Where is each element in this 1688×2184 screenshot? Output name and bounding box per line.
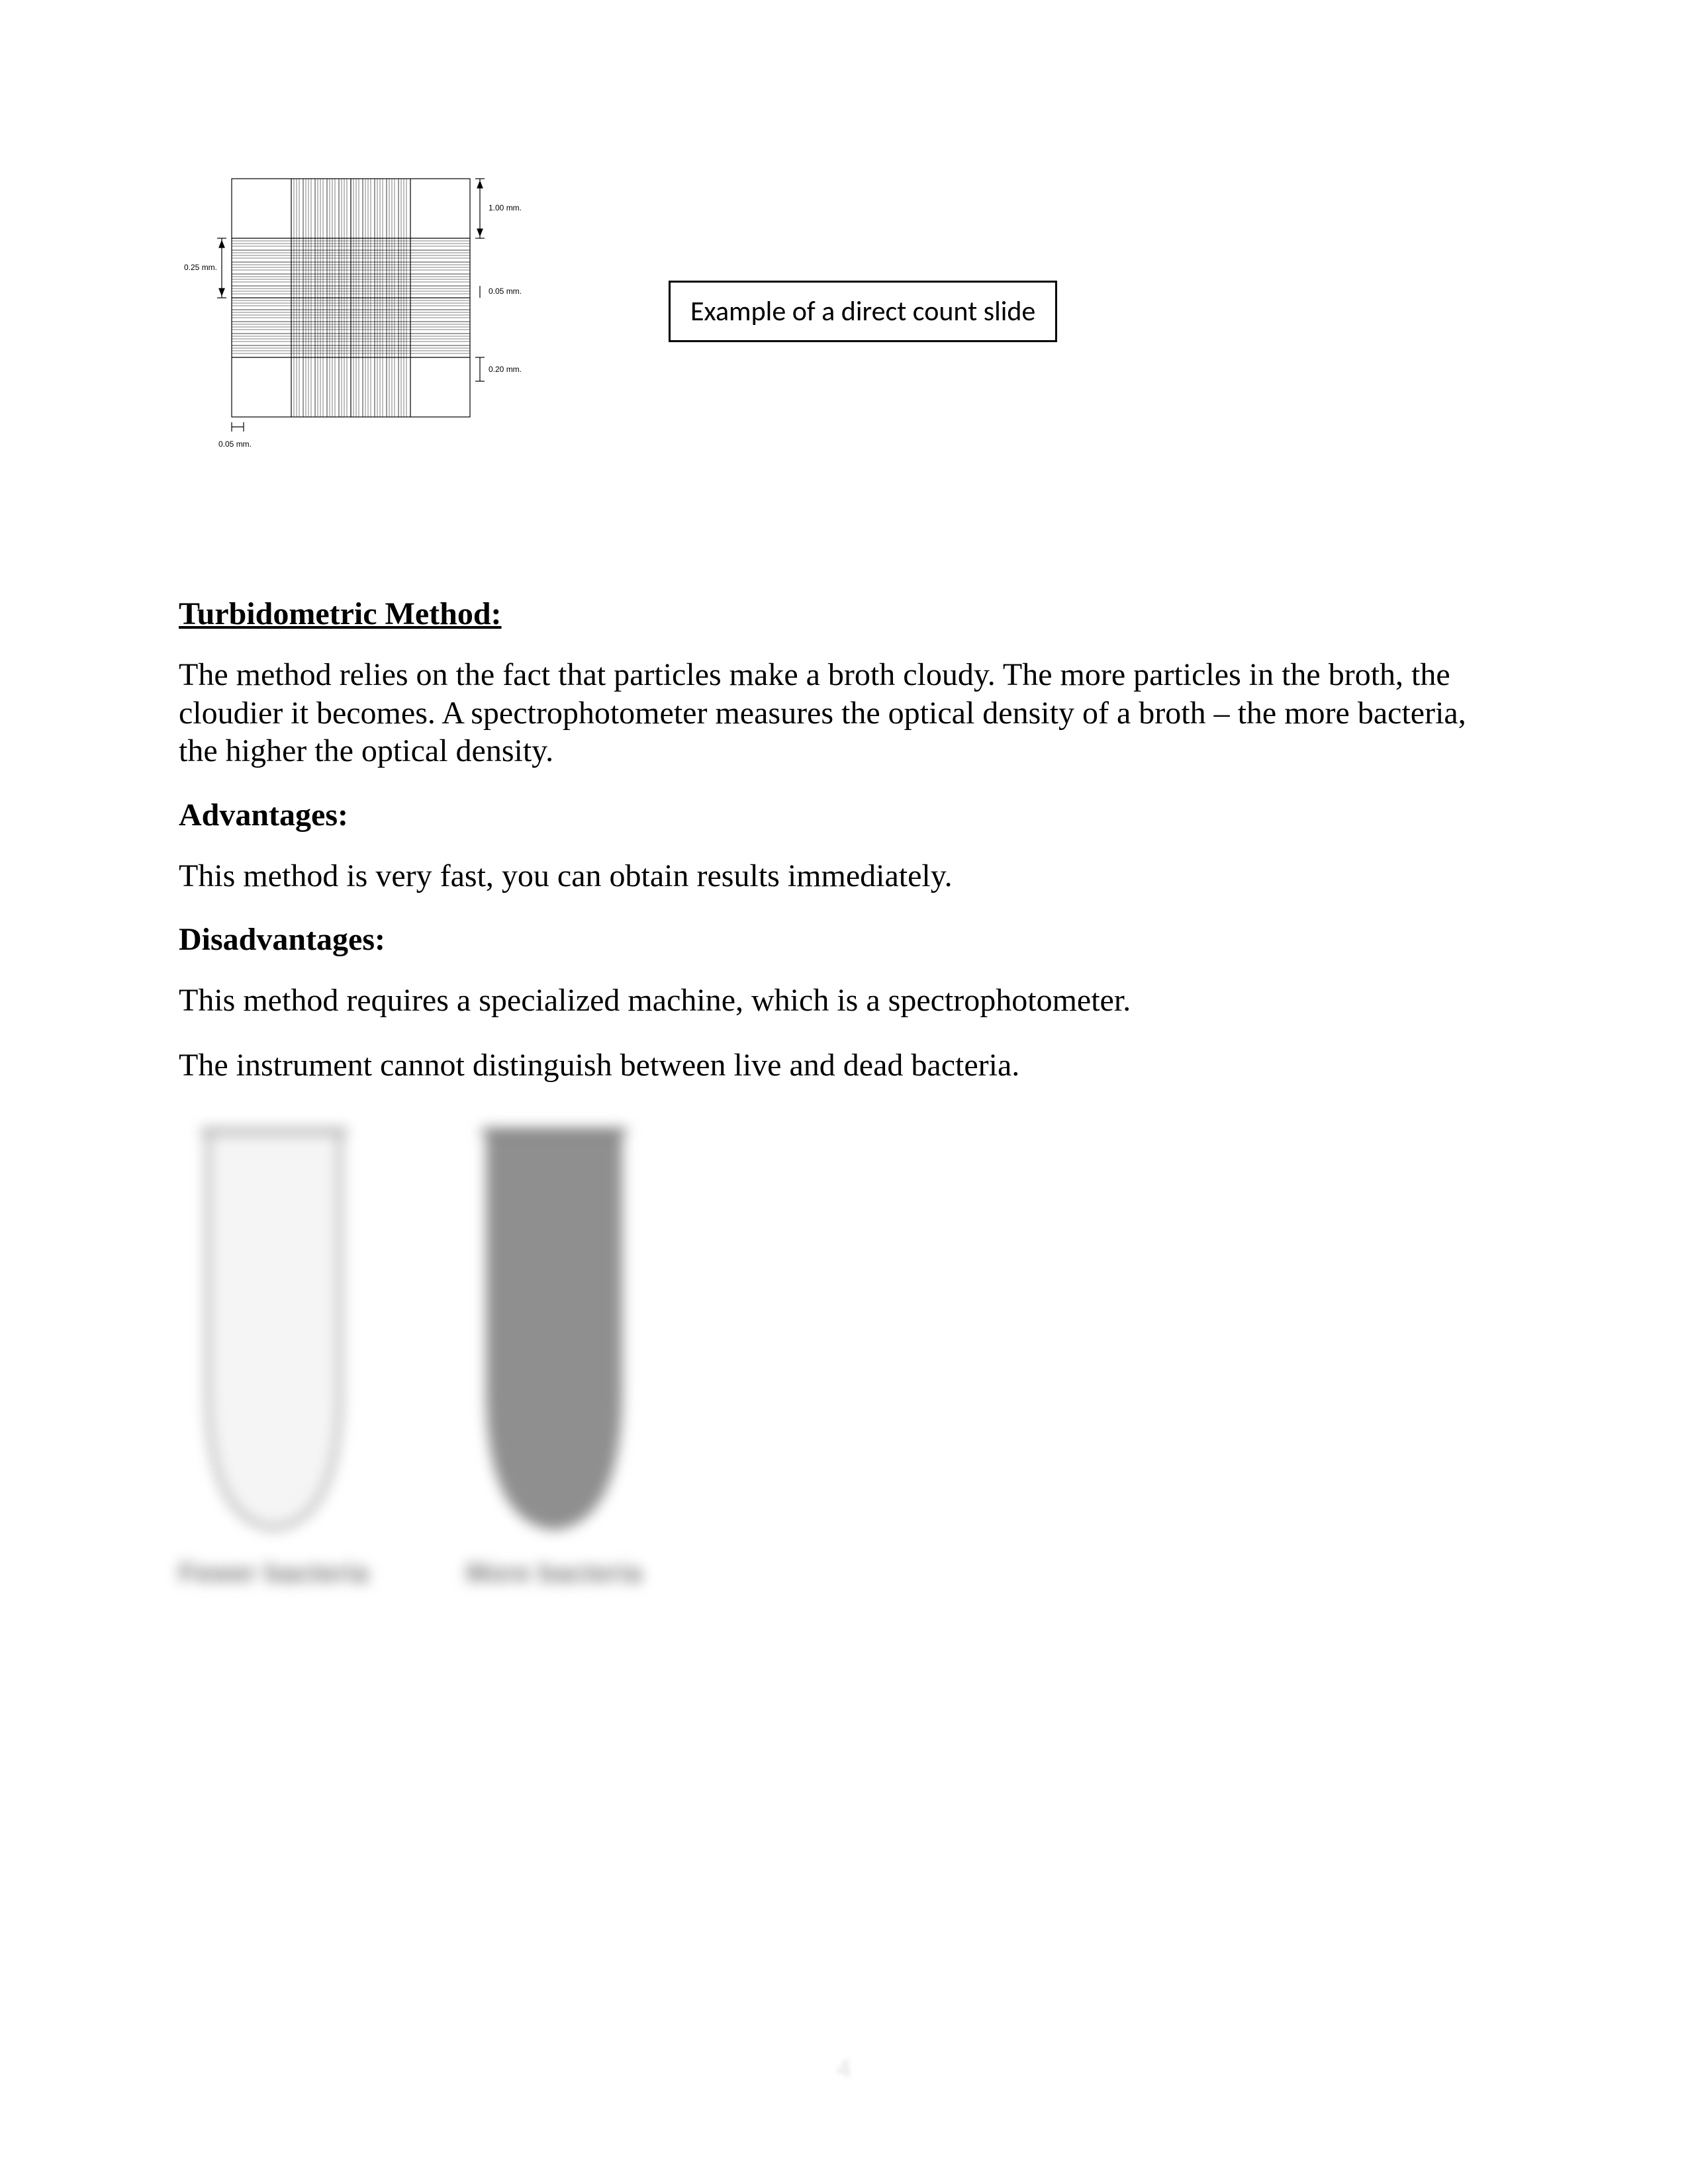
disadvantages-text-2: The instrument cannot distinguish betwee… — [179, 1046, 1509, 1085]
tube-left: Fewer bacteria — [179, 1124, 369, 1588]
advantages-text: This method is very fast, you can obtain… — [179, 857, 1509, 895]
figure-caption: Example of a direct count slide — [690, 295, 1035, 328]
grid-label: 0.20 mm. — [489, 365, 522, 374]
grid-label: 0.25 mm. — [184, 263, 217, 272]
tube-shape — [208, 1131, 340, 1528]
grid-label: 0.05 mm. — [218, 439, 252, 449]
tube-right: More bacteria — [461, 1124, 647, 1588]
intro-paragraph: The method relies on the fact that parti… — [179, 656, 1509, 770]
tube-left-label: Fewer bacteria — [179, 1559, 369, 1588]
disadvantages-heading: Disadvantages: — [179, 921, 1509, 958]
counting-grid-diagram: 1.00 mm. 0.05 mm. 0.20 mm. 0.25 mm. 0.05… — [179, 159, 549, 463]
figure-row: 1.00 mm. 0.05 mm. 0.20 mm. 0.25 mm. 0.05… — [179, 159, 1509, 463]
page-number: 4 — [0, 2052, 1688, 2085]
disadvantages-text-1: This method requires a specialized machi… — [179, 981, 1509, 1020]
advantages-heading: Advantages: — [179, 797, 1509, 833]
tubes-figure: Fewer bacteria More bacteria — [179, 1124, 1509, 1588]
content-area: 1.00 mm. 0.05 mm. 0.20 mm. 0.25 mm. 0.05… — [179, 159, 1509, 1588]
test-tube-icon — [181, 1124, 367, 1535]
page: 1.00 mm. 0.05 mm. 0.20 mm. 0.25 mm. 0.05… — [0, 0, 1688, 2184]
test-tube-icon — [461, 1124, 647, 1535]
figure-caption-box: Example of a direct count slide — [669, 281, 1057, 342]
tube-shape — [488, 1131, 620, 1528]
grid-label: 1.00 mm. — [489, 203, 522, 212]
grid-label: 0.05 mm. — [489, 287, 522, 296]
tube-right-label: More bacteria — [466, 1559, 643, 1588]
section-heading: Turbidometric Method: — [179, 596, 1509, 632]
